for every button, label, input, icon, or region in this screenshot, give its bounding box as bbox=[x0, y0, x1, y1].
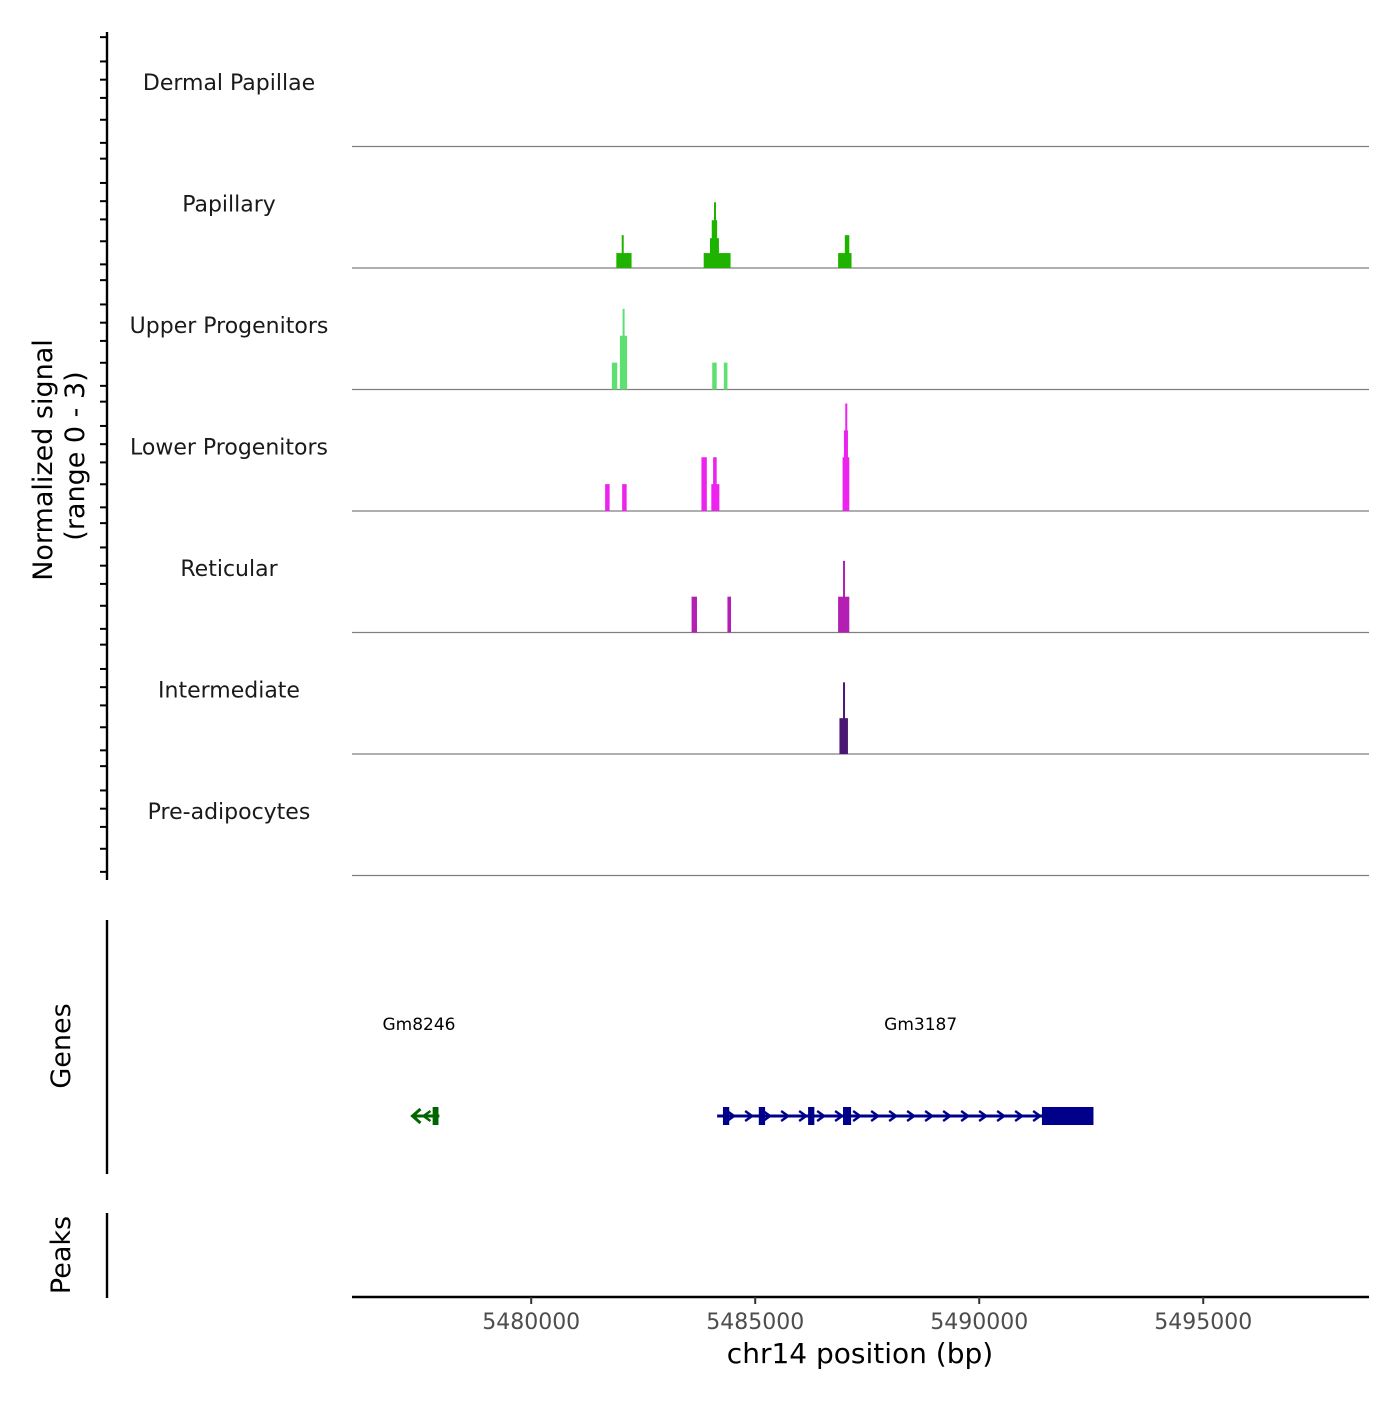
strand-arrow bbox=[798, 1110, 809, 1122]
exon bbox=[1041, 1107, 1094, 1125]
signal-bar bbox=[724, 253, 731, 268]
strand-arrow bbox=[906, 1110, 917, 1122]
signal-bar bbox=[626, 253, 632, 268]
gene-models: Gm8246 Gm3187 bbox=[382, 1015, 1094, 1125]
exon bbox=[758, 1107, 766, 1125]
strand-arrow bbox=[978, 1110, 989, 1122]
track-label: Dermal Papillae bbox=[143, 71, 315, 96]
x-tick-label: 5480000 bbox=[482, 1310, 580, 1335]
track-upper-progenitors: Upper Progenitors bbox=[130, 308, 1369, 391]
signal-bar bbox=[843, 682, 846, 754]
gene-gm8246: Gm8246 bbox=[382, 1015, 455, 1125]
signal-bar bbox=[611, 362, 618, 390]
track-label: Lower Progenitors bbox=[130, 435, 328, 460]
strand-arrow bbox=[870, 1110, 881, 1122]
x-tick-label: 5485000 bbox=[706, 1310, 804, 1335]
peaks-panel: Peaks bbox=[46, 1213, 109, 1298]
gene-label: Gm8246 bbox=[382, 1015, 455, 1035]
signal-bar bbox=[622, 308, 625, 390]
exon bbox=[843, 1107, 852, 1125]
signal-bar bbox=[621, 235, 624, 268]
track-papillary: Papillary bbox=[182, 192, 1369, 269]
strand-arrow bbox=[744, 1110, 755, 1122]
strand-arrow bbox=[421, 1110, 432, 1122]
strand-arrow bbox=[1014, 1110, 1025, 1122]
track-lower-progenitors: Lower Progenitors bbox=[130, 403, 1369, 512]
exon bbox=[808, 1107, 815, 1125]
x-tick-label: 5495000 bbox=[1154, 1310, 1252, 1335]
genes-label: Genes bbox=[46, 1003, 77, 1088]
strand-arrow bbox=[816, 1110, 827, 1122]
exon bbox=[722, 1107, 730, 1125]
gene-label: Gm3187 bbox=[884, 1015, 957, 1035]
coverage-y-label: Normalized signal bbox=[28, 339, 59, 581]
x-axis-title: chr14 position (bp) bbox=[727, 1337, 993, 1370]
signal-bar bbox=[713, 202, 716, 268]
signal-bar bbox=[712, 362, 717, 390]
x-axis: 5480000 5485000 5490000 5495000 chr14 posit… bbox=[352, 1295, 1369, 1370]
strand-arrow bbox=[960, 1110, 971, 1122]
strand-arrow bbox=[852, 1110, 863, 1122]
exon bbox=[432, 1107, 439, 1125]
track-label: Papillary bbox=[182, 192, 276, 217]
track-pre-adipocytes: Pre-adipocytes bbox=[148, 800, 1369, 877]
strand-arrow bbox=[410, 1107, 422, 1125]
signal-bar bbox=[622, 484, 627, 511]
signal-bar bbox=[723, 362, 728, 390]
coverage-y-range-label: (range 0 - 3) bbox=[60, 371, 91, 540]
track-label: Intermediate bbox=[158, 678, 300, 703]
coverage-y-ticks bbox=[100, 36, 107, 873]
genes-panel: Genes Gm8246 Gm3187 bbox=[46, 920, 1094, 1174]
strand-arrow bbox=[924, 1110, 935, 1122]
coverage-tracks: Dermal Papillae Papillary Upper Progenitor… bbox=[130, 71, 1369, 877]
coverage-panel: Normalized signal (range 0 - 3) Dermal P… bbox=[28, 32, 1369, 880]
gene-gm3187: Gm3187 bbox=[717, 1015, 1094, 1125]
strand-arrow bbox=[762, 1110, 773, 1122]
strand-arrow bbox=[888, 1110, 899, 1122]
strand-arrow bbox=[996, 1110, 1007, 1122]
signal-bar bbox=[713, 457, 717, 511]
track-intermediate: Intermediate bbox=[158, 678, 1369, 755]
signal-bar bbox=[845, 403, 848, 511]
strand-arrow bbox=[942, 1110, 953, 1122]
signal-bar bbox=[843, 560, 846, 633]
strand-arrow bbox=[1032, 1110, 1043, 1122]
x-ticks: 5480000 5485000 5490000 5495000 bbox=[482, 1297, 1252, 1335]
track-label: Pre-adipocytes bbox=[148, 800, 311, 825]
x-tick-label: 5490000 bbox=[930, 1310, 1028, 1335]
track-label: Upper Progenitors bbox=[130, 314, 329, 339]
track-label: Reticular bbox=[180, 557, 278, 582]
strand-arrow bbox=[834, 1110, 845, 1122]
signal-bar bbox=[701, 457, 707, 511]
signal-bar bbox=[727, 596, 732, 633]
strand-arrow bbox=[780, 1110, 791, 1122]
track-dermal-papillae: Dermal Papillae bbox=[143, 71, 1369, 148]
strand-arrow bbox=[726, 1110, 737, 1122]
signal-bar bbox=[605, 484, 610, 511]
track-reticular: Reticular bbox=[180, 557, 1369, 634]
signal-bar bbox=[691, 596, 697, 633]
peaks-label: Peaks bbox=[46, 1216, 77, 1294]
signal-bar bbox=[844, 235, 850, 268]
